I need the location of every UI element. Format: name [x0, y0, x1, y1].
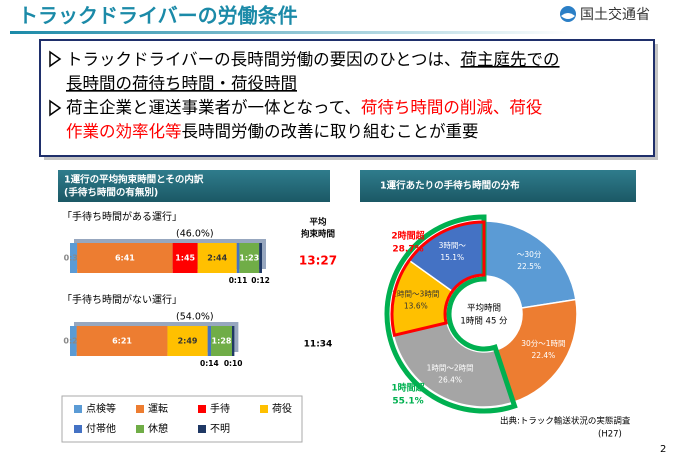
group-value: 28.7%	[392, 245, 423, 255]
bullet-line: 荷主企業と運送事業者が一体となって、荷待ち時間の削減、荷役	[66, 98, 542, 117]
bar-segment	[231, 326, 235, 356]
value-label: 2:44	[207, 254, 227, 263]
total-title: 平均	[309, 217, 327, 228]
bar-segment	[239, 243, 260, 273]
panel-header	[58, 170, 330, 202]
value-label: 0:10	[224, 359, 243, 368]
bar-segment	[197, 243, 237, 273]
chart-title: 1運行あたりの手待ち時間の分布	[380, 180, 520, 192]
slice-value: 13.6%	[404, 302, 428, 311]
legend-label: 点検等	[86, 402, 116, 415]
donut-slice	[392, 321, 515, 408]
slice-label: 3時間～	[439, 241, 467, 250]
slice-label: 1時間～2時間	[427, 364, 474, 373]
group-label: 2時間超	[391, 230, 425, 242]
bullet-box	[39, 39, 655, 157]
group-outline	[390, 220, 486, 338]
value-label: 0:30	[64, 254, 84, 263]
bullet-line: トラックドライバーの長時間労働の要因のひとつは、荷主庭先での	[66, 50, 560, 69]
slice-value: 15.1%	[440, 253, 464, 262]
group-value: 55.1%	[392, 397, 423, 407]
slice-value: 22.5%	[517, 262, 541, 271]
legend-label: 不明	[210, 423, 230, 435]
bullet-text: トラックドライバーの長時間労働の要因のひとつは、	[66, 50, 461, 69]
legend-box	[61, 395, 303, 443]
category-note: (54.0%)	[176, 312, 214, 323]
legend-swatch	[260, 405, 268, 413]
bar-segment	[77, 243, 173, 273]
donut-slice	[495, 298, 578, 404]
bullet-text: 荷主企業と運送事業者が一体となって、	[66, 98, 361, 117]
chart-title: 1運行の平均拘束時間とその内訳	[64, 174, 204, 186]
value-label: 0:12	[251, 276, 270, 285]
legend-swatch	[136, 425, 144, 433]
legend-label: 手待	[210, 402, 230, 415]
bar-segment	[167, 326, 208, 356]
legend-swatch	[74, 425, 82, 433]
legend-swatch	[198, 405, 206, 413]
slice-value: 22.4%	[531, 351, 555, 360]
bullet-line: 作業の効率化等長時間労働の改善に取り組むことが重要	[66, 122, 479, 141]
group-label: 1時間超	[391, 382, 425, 394]
center-text: 1時間 45 分	[460, 317, 508, 327]
legend-label: 荷役	[272, 402, 292, 415]
legend-swatch	[136, 405, 144, 413]
chart-subtitle: (手待ち時間の有無別)	[64, 187, 158, 199]
legend-label: 付帯他	[86, 422, 116, 435]
bullet-emphasis: 荷待ち時間の削減、荷役	[361, 98, 543, 117]
category-label: 「手待ち時間がある運行」	[62, 210, 182, 223]
title-rule	[10, 31, 570, 34]
legend-label: 休憩	[148, 422, 168, 435]
value-label: 0:14	[200, 359, 219, 368]
total-title: 拘束時間	[301, 229, 335, 240]
panel-header	[360, 170, 636, 202]
value-label: 1:23	[239, 254, 259, 263]
bar-segment	[172, 243, 198, 273]
legend-swatch	[198, 425, 206, 433]
bullet-arrow	[49, 99, 62, 117]
slice-value: 26.4%	[438, 376, 462, 385]
center-text: 平均時間	[467, 303, 501, 314]
page-title: トラックドライバーの労働条件	[18, 4, 298, 28]
logo-wave	[561, 13, 575, 19]
bar-segment	[211, 326, 232, 356]
value-label: 6:41	[115, 254, 135, 263]
bullet-emphasis: 長時間の荷待ち時間・荷役時間	[66, 74, 297, 93]
source: 出典:トラック輸送状況の実態調査	[500, 416, 631, 427]
logo-text: 国土交通省	[580, 6, 650, 23]
bullet-line: 長時間の荷待ち時間・荷役時間	[66, 74, 297, 93]
bar-segment	[207, 326, 212, 356]
legend-swatch	[74, 405, 82, 413]
group-outline	[384, 214, 518, 414]
category-note: (46.0%)	[176, 229, 214, 240]
total-label: 11:34	[304, 340, 333, 350]
slice-label: 30分～1時間	[521, 339, 565, 348]
total-label: 13:27	[299, 254, 337, 268]
bar-segment	[236, 243, 240, 273]
legend-label: 運転	[148, 403, 168, 415]
bar-segment	[70, 326, 77, 356]
category-label: 「手待ち時間がない運行」	[62, 293, 182, 306]
value-label: 0:28	[63, 337, 83, 346]
source-year: (H27)	[598, 430, 622, 440]
value-label: 1:45	[175, 254, 195, 263]
bullet-arrow	[49, 50, 62, 68]
bar-segment	[70, 243, 78, 273]
slice-label: 2時間～3時間	[392, 290, 439, 299]
value-label: 0:11	[229, 276, 248, 285]
slice-label: ～30分	[517, 250, 542, 259]
value-label: 6:21	[112, 337, 132, 346]
page-number: 2	[660, 444, 666, 455]
value-label: 2:49	[178, 337, 198, 346]
bar-segment	[259, 243, 262, 273]
bullet-emphasis: 荷主庭先での	[461, 50, 560, 69]
donut-slice	[483, 220, 577, 309]
bullet-text: 長時間労働の改善に取り組むことが重要	[182, 122, 479, 141]
value-label: 1:28	[212, 337, 232, 346]
bullet-emphasis: 作業の効率化等	[66, 122, 182, 141]
bar-segment	[76, 326, 168, 356]
